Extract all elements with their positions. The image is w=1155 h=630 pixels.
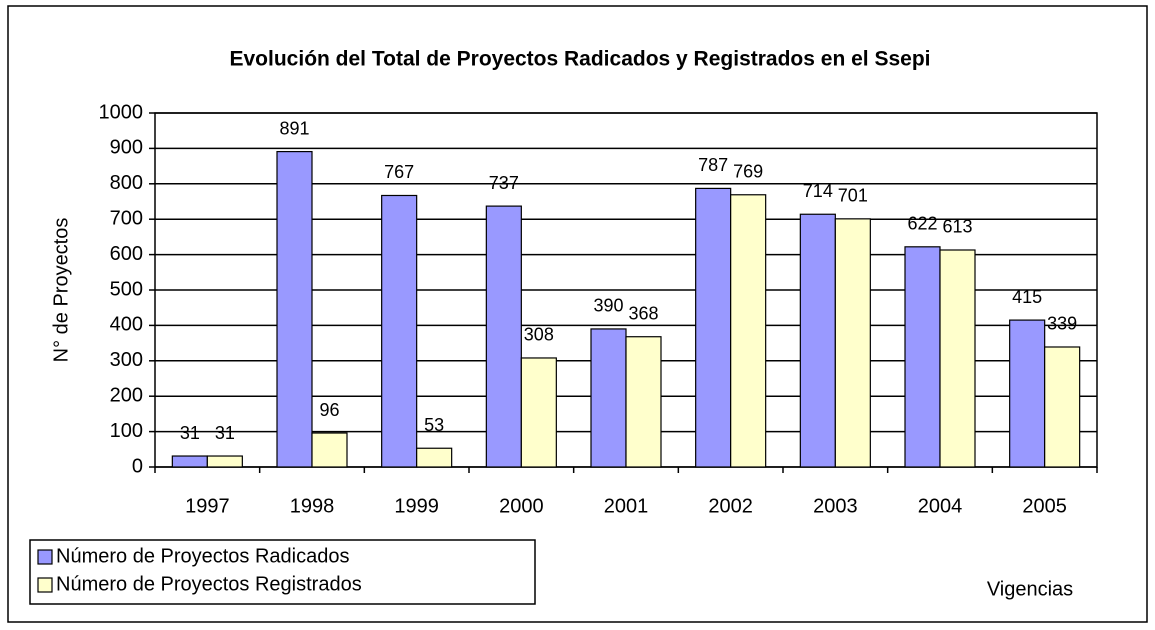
x-tick-label: 2004: [918, 495, 963, 517]
data-label: 368: [628, 303, 658, 323]
x-tick-label: 1998: [290, 495, 335, 517]
x-tick-label: 2000: [499, 495, 544, 517]
y-tick-label: 0: [132, 455, 143, 477]
data-label: 622: [907, 214, 937, 234]
x-tick-label: 1999: [394, 495, 439, 517]
legend-label: Número de Proyectos Registrados: [56, 573, 362, 595]
legend-label: Número de Proyectos Radicados: [56, 545, 349, 567]
bar: [799, 213, 836, 468]
data-label: 53: [424, 415, 444, 435]
x-tick-label: 2003: [813, 495, 858, 517]
data-label: 613: [942, 217, 972, 237]
x-tick-label: 1997: [185, 495, 230, 517]
bar: [311, 432, 348, 468]
data-label: 308: [524, 325, 554, 345]
y-axis-label: N° de Proyectos: [50, 218, 72, 363]
data-label: 390: [593, 296, 623, 316]
y-tick-label: 1000: [99, 101, 144, 123]
data-label: 737: [489, 173, 519, 193]
y-tick-label: 400: [110, 314, 143, 336]
bar: [381, 194, 418, 468]
x-tick-label: 2005: [1022, 495, 1067, 517]
bar: [695, 187, 732, 468]
bar: [485, 205, 522, 468]
legend-box: [29, 539, 536, 605]
chart-title: Evolución del Total de Proyectos Radicad…: [230, 48, 931, 71]
data-label: 701: [838, 186, 868, 206]
x-tick-label: 2002: [708, 495, 753, 517]
bar: [625, 336, 662, 468]
bar: [1009, 319, 1046, 468]
data-label: 787: [698, 155, 728, 175]
data-label: 714: [803, 181, 833, 201]
y-tick-label: 600: [110, 243, 143, 265]
y-tick-label: 100: [110, 420, 143, 442]
bar: [1044, 346, 1081, 468]
data-label: 339: [1047, 314, 1077, 334]
data-label: 767: [384, 162, 414, 182]
bar: [939, 249, 976, 468]
y-tick-label: 900: [110, 137, 143, 159]
bar: [520, 357, 557, 468]
x-tick-label: 2001: [604, 495, 649, 517]
bar: [276, 150, 313, 468]
data-label: 769: [733, 162, 763, 182]
legend-swatch: [37, 549, 53, 565]
y-tick-label: 300: [110, 349, 143, 371]
bar: [730, 194, 767, 468]
y-tick-label: 500: [110, 278, 143, 300]
bar: [590, 328, 627, 468]
y-tick-label: 200: [110, 384, 143, 406]
legend-swatch: [37, 577, 53, 593]
bar: [206, 455, 243, 468]
data-label: 891: [279, 118, 309, 138]
data-label: 31: [180, 423, 200, 443]
bar: [904, 246, 941, 468]
y-tick-label: 700: [110, 207, 143, 229]
data-label: 415: [1012, 287, 1042, 307]
y-tick-label: 800: [110, 172, 143, 194]
bar: [171, 455, 208, 468]
bar: [834, 218, 871, 468]
data-label: 96: [319, 400, 339, 420]
bar: [416, 447, 453, 468]
x-axis-label: Vigencias: [987, 578, 1073, 600]
chart-border: [7, 5, 1148, 623]
data-label: 31: [215, 423, 235, 443]
